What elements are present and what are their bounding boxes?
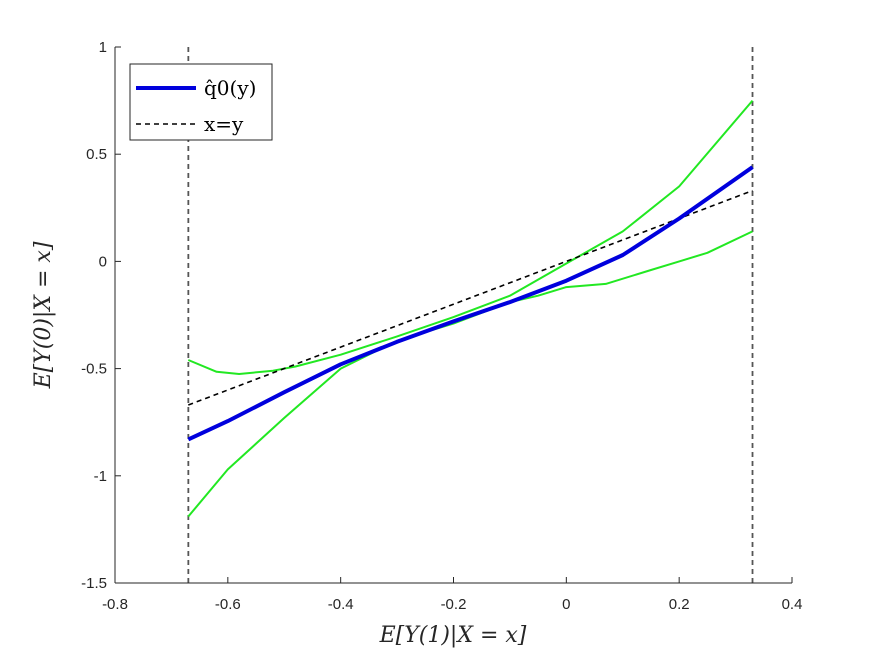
series-line-3 <box>187 230 753 518</box>
x-tick-label-6: 0.4 <box>782 596 803 613</box>
series-line-2 <box>187 99 754 375</box>
y-tick-label-0: -1.5 <box>81 575 107 592</box>
x-tick-label-0: -0.8 <box>102 596 128 613</box>
axes <box>114 46 793 584</box>
x-tick-label-2: -0.4 <box>328 596 354 613</box>
y-axis-title: E[Y(0)|X = x] <box>31 241 56 389</box>
y-tick-label-4: 0.5 <box>86 146 107 163</box>
legend-label-q0: q̂0(y) <box>204 76 256 100</box>
legend-label-xy: x=y <box>204 112 244 136</box>
legend-box <box>129 63 273 141</box>
series-line-1 <box>188 189 753 406</box>
tick-labels: -0.8 -0.6 -0.4 -0.2 0 0.2 0.4 -1.5 -1 -0.5 0 0.5 1 <box>81 39 802 613</box>
y-tick-label-2: -0.5 <box>81 361 107 378</box>
x-tick-label-1: -0.6 <box>215 596 241 613</box>
series-line-0 <box>187 165 754 442</box>
x-tick-label-4: 0 <box>562 596 570 613</box>
legend: q̂0(y) x=y <box>129 63 273 141</box>
x-axis-title: E[Y(1)|X = x] <box>379 623 527 648</box>
x-tick-label-3: -0.2 <box>441 596 467 613</box>
series-layer <box>187 99 754 518</box>
y-tick-label-3: 0 <box>99 253 107 270</box>
y-tick-label-5: 1 <box>99 39 107 56</box>
x-tick-label-5: 0.2 <box>669 596 690 613</box>
y-tick-label-1: -1 <box>94 468 107 485</box>
